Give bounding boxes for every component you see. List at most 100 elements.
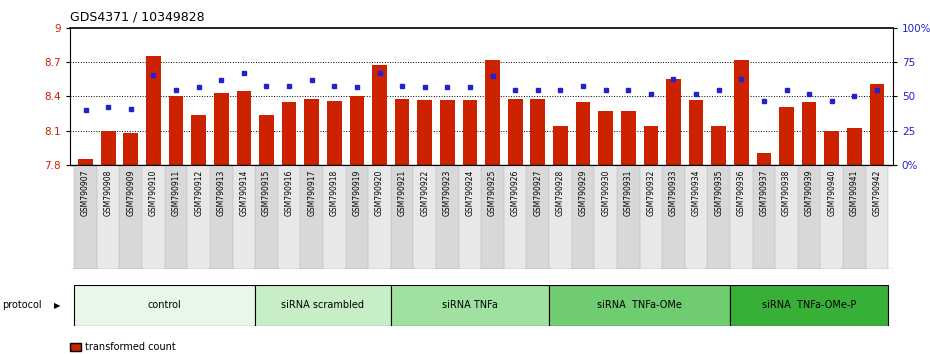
Bar (78, 159, 93, 165)
Bar (418, 100, 432, 165)
Bar (798, 165, 820, 269)
Bar (504, 165, 526, 269)
Text: GSM790940: GSM790940 (828, 170, 836, 216)
Bar (142, 165, 165, 269)
Text: GSM790926: GSM790926 (511, 170, 520, 216)
Bar (689, 100, 703, 165)
Bar (870, 84, 884, 165)
Bar (820, 165, 844, 269)
Bar (440, 100, 455, 165)
Text: GSM790913: GSM790913 (217, 170, 226, 216)
Text: GSM790909: GSM790909 (126, 170, 135, 216)
Bar (730, 285, 888, 326)
Bar (304, 99, 319, 165)
Text: GSM790921: GSM790921 (398, 170, 406, 216)
Text: GSM790924: GSM790924 (466, 170, 474, 216)
Text: GSM790925: GSM790925 (488, 170, 497, 216)
Bar (395, 99, 409, 165)
Bar (458, 165, 481, 269)
Bar (282, 102, 297, 165)
Bar (100, 131, 115, 165)
Bar (844, 165, 866, 269)
Text: GSM790932: GSM790932 (646, 170, 656, 216)
Bar (236, 91, 251, 165)
Bar (232, 165, 255, 269)
Text: GSM790938: GSM790938 (782, 170, 791, 216)
Bar (168, 96, 183, 165)
Text: siRNA  TNFa-OMe: siRNA TNFa-OMe (597, 300, 682, 310)
Text: GSM790937: GSM790937 (760, 170, 768, 216)
Bar (684, 165, 708, 269)
Bar (327, 101, 341, 165)
Text: GSM790908: GSM790908 (103, 170, 113, 216)
Bar (847, 128, 862, 165)
Bar (572, 165, 594, 269)
Text: siRNA  TNFa-OMe-P: siRNA TNFa-OMe-P (762, 300, 857, 310)
Text: GSM790941: GSM790941 (850, 170, 859, 216)
Text: GSM790928: GSM790928 (556, 170, 565, 216)
Text: GSM790920: GSM790920 (375, 170, 384, 216)
Text: GSM790923: GSM790923 (443, 170, 452, 216)
Bar (436, 165, 458, 269)
Bar (757, 153, 771, 165)
Text: control: control (148, 300, 181, 310)
Bar (74, 285, 255, 326)
Bar (97, 165, 119, 269)
Bar (576, 102, 591, 165)
Bar (462, 100, 477, 165)
Text: GSM790917: GSM790917 (307, 170, 316, 216)
Bar (734, 60, 749, 165)
Bar (621, 111, 635, 165)
Bar (666, 79, 681, 165)
Bar (824, 131, 839, 165)
Bar (119, 165, 142, 269)
Text: GSM790910: GSM790910 (149, 170, 158, 216)
Bar (526, 165, 549, 269)
Text: ▶: ▶ (54, 301, 60, 310)
Bar (346, 165, 368, 269)
Bar (214, 93, 229, 165)
Bar (255, 285, 391, 326)
Text: GSM790934: GSM790934 (692, 170, 700, 216)
Text: siRNA TNFa: siRNA TNFa (442, 300, 498, 310)
Text: GSM790919: GSM790919 (352, 170, 362, 216)
Bar (391, 165, 414, 269)
Bar (414, 165, 436, 269)
Bar (508, 99, 523, 165)
Bar (553, 126, 567, 165)
Text: GSM790935: GSM790935 (714, 170, 724, 216)
Bar (594, 165, 617, 269)
Text: transformed count: transformed count (85, 342, 176, 352)
Text: GSM790927: GSM790927 (533, 170, 542, 216)
Text: GSM790914: GSM790914 (239, 170, 248, 216)
Text: GSM790911: GSM790911 (171, 170, 180, 216)
Bar (708, 165, 730, 269)
Bar (711, 126, 726, 165)
Bar (210, 165, 232, 269)
Bar (187, 165, 210, 269)
Bar (391, 285, 549, 326)
Bar (530, 99, 545, 165)
Bar (350, 96, 365, 165)
Text: GSM790939: GSM790939 (804, 170, 814, 216)
Bar (372, 65, 387, 165)
Text: GSM790918: GSM790918 (330, 170, 339, 216)
Text: GSM790907: GSM790907 (81, 170, 90, 216)
Bar (368, 165, 391, 269)
Bar (779, 107, 794, 165)
Bar (644, 126, 658, 165)
Bar (278, 165, 300, 269)
Text: GDS4371 / 10349828: GDS4371 / 10349828 (70, 11, 205, 24)
Bar (598, 111, 613, 165)
Text: GSM790922: GSM790922 (420, 170, 430, 216)
Bar (485, 60, 500, 165)
Bar (617, 165, 640, 269)
Bar (192, 115, 206, 165)
Bar (549, 285, 730, 326)
Text: GSM790930: GSM790930 (601, 170, 610, 216)
Bar (730, 165, 752, 269)
Text: GSM790933: GSM790933 (669, 170, 678, 216)
Bar (255, 165, 278, 269)
Bar (640, 165, 662, 269)
Bar (259, 115, 273, 165)
